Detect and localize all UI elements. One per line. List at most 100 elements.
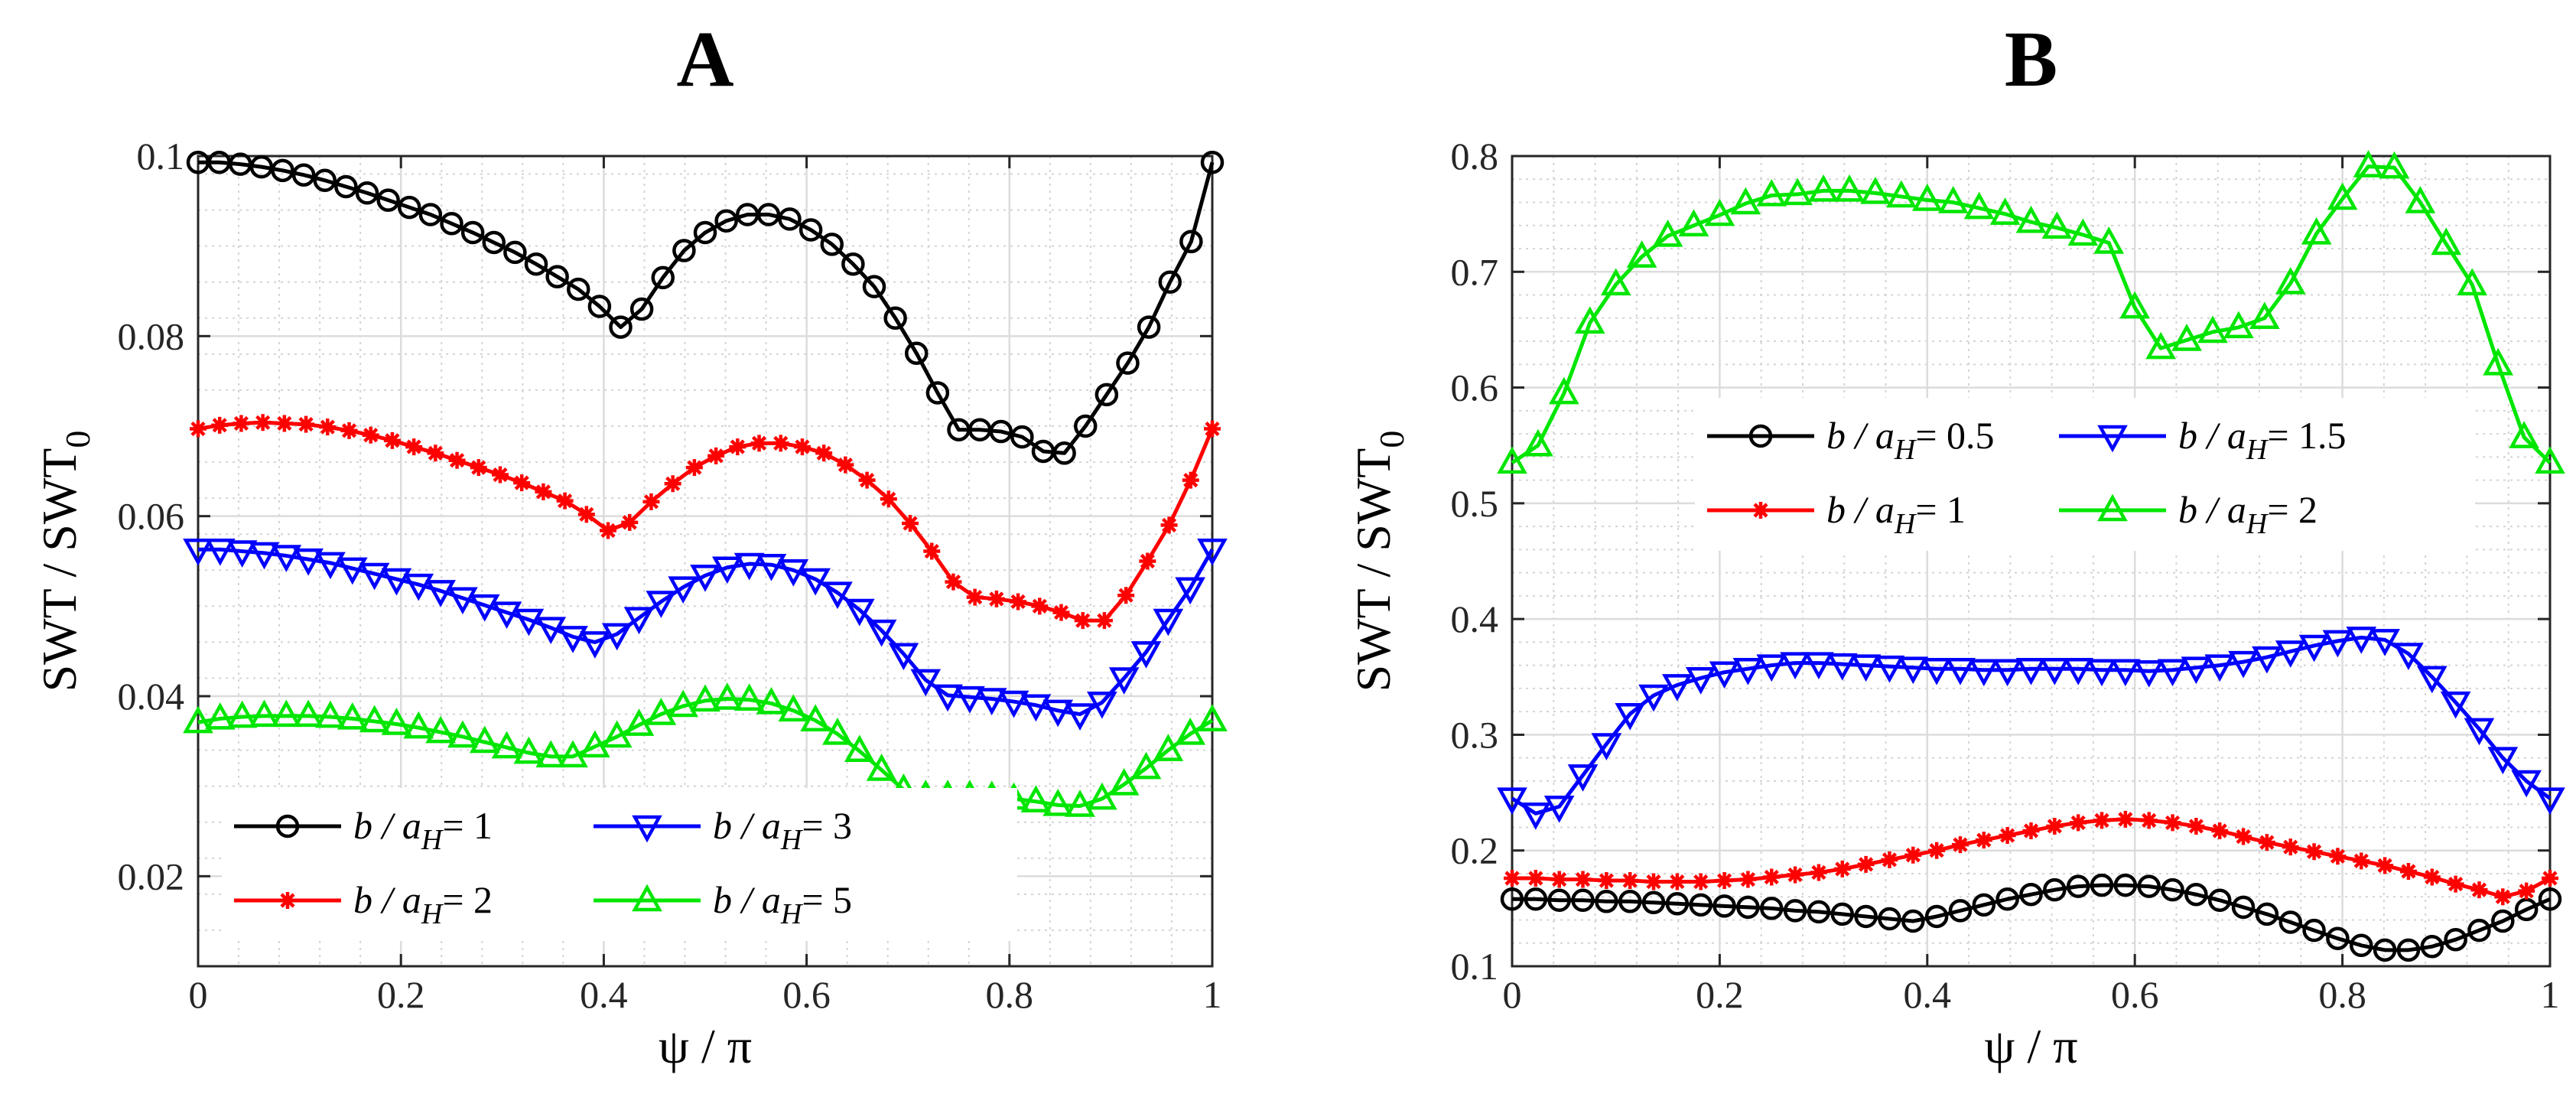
x-tick-label: 0.2 <box>377 973 425 1016</box>
data-point <box>2301 217 2332 245</box>
data-point <box>1810 864 1827 881</box>
data-point <box>513 608 545 637</box>
y-tick-label: 0.02 <box>118 855 185 897</box>
data-point <box>621 513 639 531</box>
data-point <box>2305 843 2323 861</box>
data-point <box>800 568 831 596</box>
data-point <box>558 740 588 768</box>
data-point <box>642 493 660 510</box>
data-point <box>1595 890 1618 913</box>
data-point <box>1549 376 1579 405</box>
data-point <box>800 704 831 732</box>
data-point <box>337 557 368 585</box>
data-point <box>1898 656 1929 685</box>
data-point <box>362 426 379 444</box>
data-point <box>1598 872 1615 890</box>
data-point <box>2373 938 2397 962</box>
data-point <box>841 252 865 276</box>
data-point <box>844 734 875 763</box>
legend-item: b / aH= 3 <box>594 804 852 856</box>
data-point <box>1951 836 1969 854</box>
data-point <box>1550 871 1568 888</box>
data-point <box>729 438 746 456</box>
data-point <box>998 690 1029 718</box>
data-point <box>2211 822 2229 839</box>
data-point <box>2396 938 2421 962</box>
data-point <box>1521 803 1551 830</box>
data-point <box>668 576 698 604</box>
data-point <box>987 590 1005 607</box>
data-point <box>1668 873 1686 891</box>
data-point <box>2494 888 2512 906</box>
x-tick-label: 0.6 <box>782 973 831 1016</box>
data-point <box>2470 881 2488 899</box>
data-point <box>359 562 390 591</box>
data-point <box>2405 186 2436 213</box>
data-point <box>1830 902 1855 926</box>
data-point <box>1497 446 1527 474</box>
data-point <box>293 699 324 728</box>
data-point <box>205 538 236 566</box>
data-point <box>646 698 677 725</box>
y-tick-label: 0.1 <box>1451 945 1499 988</box>
legend-marker <box>2097 493 2128 522</box>
data-point <box>690 684 720 712</box>
data-point <box>778 559 809 587</box>
data-point <box>1108 667 1140 695</box>
data-point <box>403 573 434 601</box>
data-point <box>1527 870 1544 887</box>
data-point <box>2181 656 2212 685</box>
data-point <box>2223 311 2254 339</box>
axes-box <box>1511 155 2552 968</box>
data-point <box>1175 717 1205 745</box>
data-point <box>1782 177 1813 206</box>
x-tick-label: 0.4 <box>580 973 628 1016</box>
data-point <box>2093 812 2111 829</box>
data-point <box>798 218 823 242</box>
legend-marker <box>279 892 296 909</box>
data-point <box>1732 657 1764 685</box>
data-point <box>1975 832 1992 849</box>
data-point <box>2187 817 2205 835</box>
data-point <box>1615 702 1646 731</box>
data-point <box>733 552 765 581</box>
data-point <box>226 700 258 728</box>
y-tick-label: 0.6 <box>1451 366 1499 409</box>
data-point <box>1618 890 1642 913</box>
series-1 <box>1504 810 2558 906</box>
data-point <box>1621 872 1639 890</box>
data-point <box>2353 852 2370 870</box>
data-point <box>2431 227 2462 256</box>
data-point <box>319 418 337 436</box>
data-point <box>2119 291 2151 319</box>
data-point <box>883 306 907 330</box>
data-point <box>1833 860 1851 877</box>
data-point <box>1857 855 1875 873</box>
data-point <box>837 456 854 474</box>
data-point <box>1504 870 1521 887</box>
data-point <box>778 207 802 231</box>
data-point <box>2090 873 2114 897</box>
data-point <box>2483 347 2513 376</box>
data-point <box>2164 814 2181 832</box>
legend-label: b / aH= 1 <box>1826 488 1966 540</box>
data-point <box>1108 767 1140 796</box>
data-point <box>1692 873 1709 891</box>
data-point <box>1756 179 1787 207</box>
data-point <box>1989 197 2021 225</box>
data-point <box>2113 873 2138 897</box>
data-point <box>1523 428 1553 457</box>
data-point <box>226 540 258 568</box>
data-point <box>2249 301 2280 330</box>
data-point <box>271 158 294 183</box>
data-point <box>460 220 485 245</box>
data-point <box>601 720 633 748</box>
data-point <box>398 195 421 220</box>
data-point <box>690 565 720 592</box>
data-point <box>183 538 213 566</box>
data-point <box>1878 907 1901 931</box>
data-point <box>2110 659 2141 687</box>
data-point <box>2086 659 2117 687</box>
legend-item: b / aH= 5 <box>594 878 852 930</box>
data-point <box>1031 597 1049 615</box>
